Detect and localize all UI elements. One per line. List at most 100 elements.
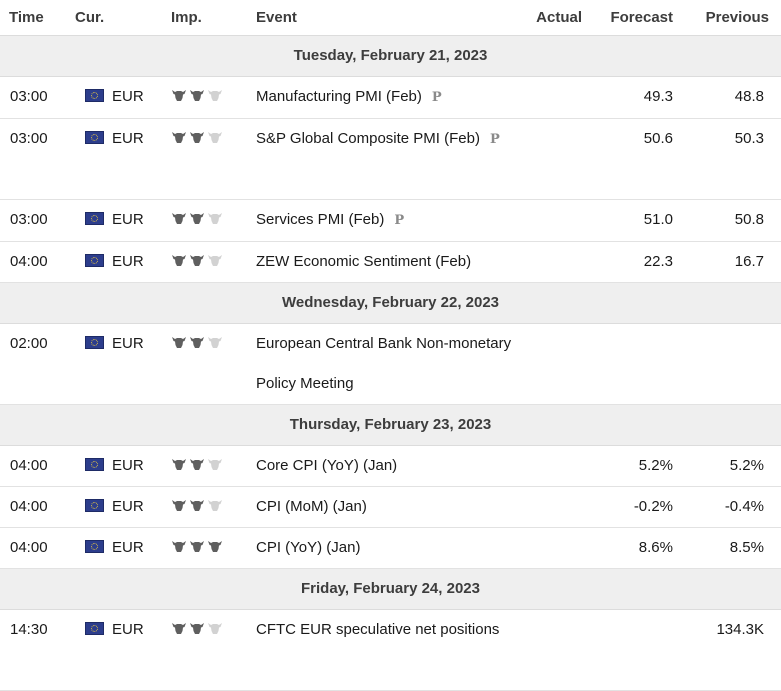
event-title[interactable]: ZEW Economic Sentiment (Feb): [256, 252, 472, 270]
event-previous: 8.5%: [689, 527, 781, 569]
column-header-forecast[interactable]: Forecast: [596, 0, 689, 36]
event-title-cell[interactable]: Services PMI (Feb) P: [256, 199, 520, 242]
event-row[interactable]: 04:00 EUR ZEW Economic Sentiment (Feb) 22.3…: [0, 241, 781, 283]
event-previous: 5.2%: [689, 445, 781, 487]
eu-flag-icon: [85, 540, 104, 554]
column-header-previous[interactable]: Previous: [689, 0, 781, 36]
day-header-row: Friday, February 24, 2023: [0, 568, 781, 610]
event-forecast: [596, 609, 689, 691]
bull-icon: [189, 252, 205, 268]
column-header-time[interactable]: Time: [0, 0, 75, 36]
event-row[interactable]: 04:00 EUR CPI (YoY) (Jan) 8.6% 8.5%: [0, 527, 781, 569]
event-previous: 50.3: [689, 118, 781, 200]
preliminary-release-icon: P: [394, 212, 405, 228]
bull-icon: [171, 87, 187, 103]
bull-icon: [171, 252, 187, 268]
event-currency: EUR: [112, 538, 144, 556]
event-title[interactable]: Services PMI (Feb): [256, 210, 385, 228]
event-title-cell[interactable]: CFTC EUR speculative net positions: [256, 609, 520, 691]
event-time: 02:00: [0, 323, 75, 405]
event-currency: EUR: [112, 252, 144, 270]
event-row[interactable]: 03:00 EUR Manufacturing PMI (Feb) P 49.3 48.8: [0, 76, 781, 119]
bull-icon: [189, 497, 205, 513]
event-row[interactable]: 04:00 EUR Core CPI (YoY) (Jan) 5.2% 5.2%: [0, 445, 781, 487]
event-title-cell[interactable]: European Central Bank Non-monetary Polic…: [256, 323, 520, 405]
column-header-currency[interactable]: Cur.: [75, 0, 171, 36]
eu-flag-icon: [85, 499, 104, 513]
day-header-row: Thursday, February 23, 2023: [0, 404, 781, 446]
event-actual: [520, 323, 596, 405]
eu-flag-icon: [85, 458, 104, 472]
event-forecast: 8.6%: [596, 527, 689, 569]
bull-icon: [189, 210, 205, 226]
event-title-cell[interactable]: Core CPI (YoY) (Jan): [256, 445, 520, 487]
event-time: 04:00: [0, 445, 75, 487]
bull-icon: [189, 538, 205, 554]
event-currency-cell: EUR: [75, 323, 171, 405]
event-title-cell[interactable]: CPI (YoY) (Jan): [256, 527, 520, 569]
event-currency: EUR: [112, 497, 144, 515]
event-title-cell[interactable]: Manufacturing PMI (Feb) P: [256, 76, 520, 119]
bull-icon: [189, 334, 205, 350]
event-previous: 16.7: [689, 241, 781, 283]
bull-icon: [189, 620, 205, 636]
eu-flag-icon: [85, 89, 104, 103]
event-title-cell[interactable]: S&P Global Composite PMI (Feb) P: [256, 118, 520, 200]
day-date-label: Wednesday, February 22, 2023: [0, 282, 781, 324]
column-header-actual[interactable]: Actual: [520, 0, 596, 36]
event-row[interactable]: 03:00 EUR S&P Global Composite PMI (Feb) P 5…: [0, 118, 781, 200]
bull-icon: [171, 538, 187, 554]
preliminary-release-icon: P: [489, 131, 500, 147]
preliminary-release-icon: P: [431, 89, 442, 105]
column-header-event[interactable]: Event: [256, 0, 520, 36]
day-date-label: Friday, February 24, 2023: [0, 568, 781, 610]
event-title[interactable]: European Central Bank Non-monetary Polic…: [256, 334, 512, 392]
event-importance: [171, 323, 256, 405]
event-title[interactable]: Core CPI (YoY) (Jan): [256, 456, 398, 474]
event-actual: [520, 241, 596, 283]
event-importance: [171, 76, 256, 119]
event-actual: [520, 445, 596, 487]
event-title-cell[interactable]: CPI (MoM) (Jan): [256, 486, 520, 528]
event-importance: [171, 486, 256, 528]
event-forecast: 22.3: [596, 241, 689, 283]
event-forecast: 5.2%: [596, 445, 689, 487]
event-row[interactable]: 04:00 EUR CPI (MoM) (Jan) -0.2% -0.4%: [0, 486, 781, 528]
eu-flag-icon: [85, 254, 104, 268]
event-currency-cell: EUR: [75, 241, 171, 283]
event-forecast: -0.2%: [596, 486, 689, 528]
eu-flag-icon: [85, 622, 104, 636]
bull-icon: [171, 334, 187, 350]
event-currency-cell: EUR: [75, 76, 171, 119]
event-currency-cell: EUR: [75, 486, 171, 528]
event-actual: [520, 118, 596, 200]
event-row[interactable]: 02:00 EUR European Central Bank Non-moneta…: [0, 323, 781, 405]
event-row[interactable]: 03:00 EUR Services PMI (Feb) P 51.0 50.8: [0, 199, 781, 242]
table-header-row: Time Cur. Imp. Event Actual Forecast Pre…: [0, 0, 781, 36]
event-title[interactable]: S&P Global Composite PMI (Feb): [256, 129, 480, 147]
day-header-row: Tuesday, February 21, 2023: [0, 35, 781, 77]
event-time: 03:00: [0, 76, 75, 119]
event-previous: 48.8: [689, 76, 781, 119]
event-title[interactable]: Manufacturing PMI (Feb): [256, 87, 422, 105]
column-header-importance[interactable]: Imp.: [171, 0, 256, 36]
event-title-cell[interactable]: ZEW Economic Sentiment (Feb): [256, 241, 520, 283]
event-title[interactable]: CFTC EUR speculative net positions: [256, 620, 500, 638]
event-currency: EUR: [112, 87, 144, 105]
day-date-label: Tuesday, February 21, 2023: [0, 35, 781, 77]
event-currency: EUR: [112, 456, 144, 474]
bull-icon: [171, 456, 187, 472]
event-actual: [520, 609, 596, 691]
bull-icon: [207, 252, 223, 268]
event-row[interactable]: 14:30 EUR CFTC EUR speculative net positio…: [0, 609, 781, 691]
bull-icon: [189, 87, 205, 103]
event-previous: 50.8: [689, 199, 781, 242]
event-currency-cell: EUR: [75, 445, 171, 487]
event-actual: [520, 527, 596, 569]
event-currency: EUR: [112, 210, 144, 228]
event-title[interactable]: CPI (YoY) (Jan): [256, 538, 361, 556]
event-forecast: [596, 323, 689, 405]
event-title[interactable]: CPI (MoM) (Jan): [256, 497, 367, 515]
bull-icon: [171, 497, 187, 513]
